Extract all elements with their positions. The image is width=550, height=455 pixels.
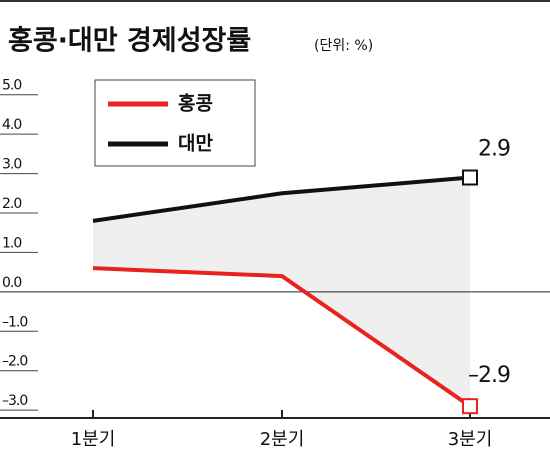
- legend-label: 홍콩: [178, 92, 213, 115]
- y-tick-label: 0.0: [2, 275, 21, 291]
- y-tick-label: –1.0: [2, 314, 27, 330]
- y-tick-label: 4.0: [2, 117, 21, 133]
- y-tick-label: –3.0: [2, 393, 27, 409]
- unit-label: (단위: %): [314, 38, 373, 54]
- y-tick-label: –2.0: [2, 354, 27, 370]
- x-tick-label: 1분기: [71, 429, 116, 450]
- chart-title: 홍콩·대만 경제성장률: [8, 26, 251, 57]
- legend-label: 대만: [178, 133, 213, 155]
- x-tick-label: 3분기: [448, 429, 493, 450]
- end-marker: [462, 398, 478, 415]
- y-tick-label: 1.0: [2, 235, 21, 251]
- plot-area: 5.0 4.0 3.0 2.0 1.0 0.0 –1.0 –2.0 –3.0 1분기 2분기 3분기 –…: [0, 78, 550, 450]
- y-tick-label: 5.0: [2, 78, 21, 94]
- value-label: –2.9: [468, 363, 510, 388]
- line: [92, 266, 472, 408]
- line: [92, 175, 471, 223]
- x-tick-label: 2분기: [260, 429, 305, 450]
- gap-area: [93, 177, 470, 407]
- value-label: 2.9: [478, 137, 510, 162]
- legend-box: [94, 79, 256, 167]
- y-tick-label: 3.0: [2, 157, 21, 173]
- end-marker: [462, 169, 478, 186]
- y-tick-label: 2.0: [2, 196, 21, 212]
